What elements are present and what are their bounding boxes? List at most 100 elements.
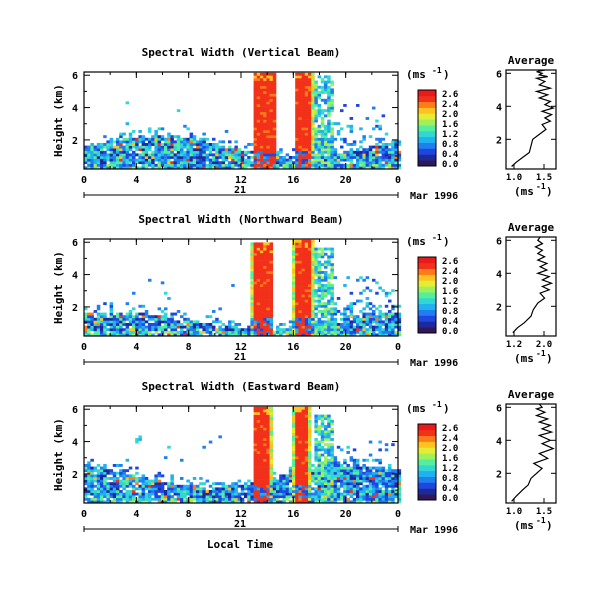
- heatmap-cell: [346, 276, 350, 280]
- heatmap-cell: [362, 492, 366, 496]
- heatmap-cell: [132, 166, 136, 170]
- heatmap-cell: [336, 492, 341, 496]
- heatmap-cell: [260, 456, 264, 460]
- heatmap-cell: [391, 477, 395, 480]
- heatmap-cell: [333, 490, 338, 493]
- heatmap-cell: [269, 250, 274, 254]
- heatmap-cell: [365, 484, 370, 488]
- heatmap-cell: [314, 325, 318, 329]
- heatmap-cell: [132, 477, 136, 480]
- heatmap-cell: [384, 482, 389, 486]
- heatmap-cell: [128, 484, 133, 488]
- heatmap-cell: [87, 320, 91, 324]
- colorbar-unit-exp: -1: [432, 400, 442, 409]
- heatmap-cell: [260, 490, 264, 493]
- heatmap-cell: [340, 495, 344, 499]
- heatmap-cell: [317, 479, 322, 483]
- heatmap-cell: [391, 289, 395, 293]
- heatmap-cell: [250, 297, 254, 300]
- heatmap-cell: [228, 484, 232, 488]
- heatmap-cell: [253, 156, 258, 159]
- heatmap-cell: [260, 425, 264, 428]
- heatmap-cell: [263, 286, 267, 290]
- heatmap-cell: [260, 487, 264, 491]
- heatmap-cell: [132, 487, 136, 491]
- heatmap-cell: [320, 497, 325, 501]
- colorbar-swatch: [418, 459, 436, 466]
- heatmap-cell: [384, 323, 389, 326]
- heatmap-cell: [135, 161, 139, 165]
- heatmap-cell: [301, 323, 306, 326]
- heatmap-cell: [250, 150, 254, 154]
- heatmap-cell: [269, 323, 274, 326]
- heatmap-cell: [301, 111, 306, 115]
- heatmap-cell: [391, 482, 395, 486]
- heatmap-cell: [96, 330, 101, 334]
- heatmap-cell: [301, 286, 306, 290]
- heatmap-cell: [135, 137, 139, 141]
- heatmap-cell: [375, 281, 379, 285]
- heatmap-cell: [263, 294, 267, 298]
- heatmap-cell: [199, 490, 203, 493]
- heatmap-cell: [311, 80, 315, 84]
- heatmap-cell: [112, 320, 117, 324]
- heatmap-cell: [292, 281, 296, 285]
- heatmap-cell: [375, 291, 379, 295]
- heatmap-cell: [263, 281, 267, 285]
- heatmap-cell: [292, 265, 296, 269]
- heatmap-cell: [180, 492, 184, 496]
- heatmap-cell: [253, 477, 258, 480]
- heatmap-cell: [308, 304, 312, 308]
- heatmap-cell: [333, 456, 338, 460]
- heatmap-cell: [250, 260, 254, 264]
- heatmap-cell: [250, 263, 254, 267]
- colorbar-swatch: [418, 107, 436, 114]
- heatmap-cell: [244, 487, 248, 491]
- heatmap-cell: [173, 487, 178, 491]
- heatmap-cell: [84, 328, 88, 332]
- heatmap-cell: [173, 490, 178, 493]
- heatmap-cell: [301, 409, 306, 413]
- heatmap-cell: [388, 490, 392, 493]
- heatmap-cell: [298, 85, 302, 89]
- heatmap-cell: [247, 150, 251, 154]
- heatmap-cell: [330, 458, 334, 462]
- heatmap-cell: [90, 479, 94, 483]
- heatmap-cell: [269, 132, 274, 136]
- heatmap-cell: [128, 137, 133, 141]
- heatmap-cell: [311, 500, 315, 504]
- heatmap-cell: [301, 252, 306, 256]
- heatmap-cell: [116, 315, 120, 319]
- heatmap-cell: [167, 330, 171, 334]
- colorbar-tick: 0.4: [442, 317, 459, 327]
- heatmap-cell: [304, 247, 309, 251]
- heatmap-cell: [298, 412, 302, 415]
- heatmap-cell: [359, 166, 363, 170]
- heatmap-cell: [349, 302, 354, 306]
- heatmap-cell: [330, 330, 334, 334]
- heatmap-cell: [157, 161, 162, 165]
- heatmap-cell: [301, 417, 306, 421]
- heatmap-cell: [394, 320, 398, 324]
- heatmap-cell: [109, 302, 114, 306]
- heatmap-cell: [157, 497, 162, 501]
- heatmap-cell: [266, 323, 270, 326]
- heatmap-cell: [295, 330, 299, 334]
- heatmap-cell: [356, 477, 360, 480]
- heatmap-cell: [148, 495, 152, 499]
- heatmap-cell: [263, 132, 267, 136]
- heatmap-cell: [298, 127, 302, 131]
- heatmap-cell: [314, 453, 318, 457]
- heatmap-cell: [343, 495, 347, 499]
- heatmap-cell: [96, 153, 101, 157]
- heatmap-cell: [125, 153, 130, 157]
- heatmap-cell: [368, 333, 373, 337]
- heatmap-cell: [234, 163, 238, 167]
- heatmap-cell: [167, 166, 171, 170]
- heatmap-cell: [311, 307, 315, 311]
- heatmap-cell: [352, 492, 357, 496]
- heatmap-cell: [394, 474, 398, 478]
- heatmap-cell: [359, 328, 363, 332]
- heatmap-cell: [272, 500, 277, 504]
- heatmap-cell: [378, 492, 382, 496]
